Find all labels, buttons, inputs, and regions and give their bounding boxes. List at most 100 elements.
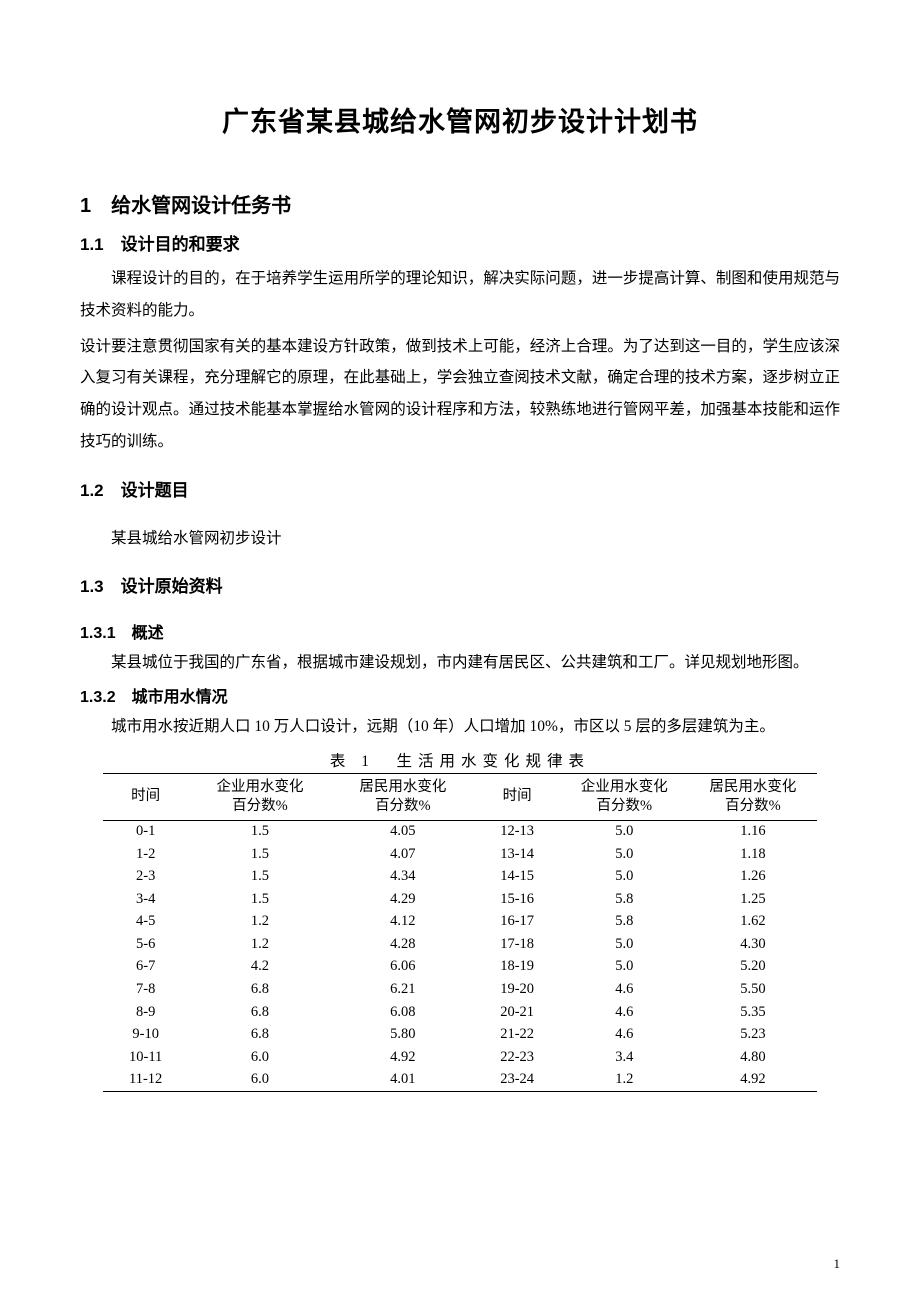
table-cell: 1.5: [189, 820, 332, 843]
heading-1: 1 给水管网设计任务书: [80, 189, 840, 218]
table-cell: 4.34: [331, 866, 474, 889]
para-1-3-1-a: 某县城位于我国的广东省，根据城市建设规划，市内建有居民区、公共建筑和工厂。详见规…: [80, 647, 840, 679]
document-title: 广东省某县城给水管网初步设计计划书: [80, 100, 840, 139]
table-cell: 5.80: [331, 1024, 474, 1047]
para-1-2-a: 某县城给水管网初步设计: [80, 523, 840, 555]
heading-1-3-text: 设计原始资料: [121, 577, 223, 596]
table1-col-2: 居民用水变化百分数%: [331, 773, 474, 820]
table1-head: 时间企业用水变化百分数%居民用水变化百分数%时间企业用水变化百分数%居民用水变化…: [103, 773, 817, 820]
heading-1-1: 1.1 设计目的和要求: [80, 230, 840, 255]
table-cell: 9-10: [103, 1024, 189, 1047]
table1-caption: 表 1 生活用水变化规律表: [80, 749, 840, 771]
table-cell: 12-13: [474, 820, 560, 843]
table-cell: 4.01: [331, 1069, 474, 1092]
table-cell: 4.28: [331, 933, 474, 956]
table-cell: 4.6: [560, 979, 689, 1002]
table-cell: 1-2: [103, 843, 189, 866]
table-cell: 1.5: [189, 888, 332, 911]
table-cell: 4.6: [560, 1024, 689, 1047]
table1-col-3: 时间: [474, 773, 560, 820]
table-cell: 4.12: [331, 911, 474, 934]
table-cell: 5.35: [689, 1001, 818, 1024]
table-row: 0-11.54.0512-135.01.16: [103, 820, 817, 843]
heading-1-3-1-text: 概述: [132, 625, 164, 642]
table-cell: 14-15: [474, 866, 560, 889]
table-cell: 1.2: [560, 1069, 689, 1092]
table-cell: 16-17: [474, 911, 560, 934]
table-row: 9-106.85.8021-224.65.23: [103, 1024, 817, 1047]
table-cell: 15-16: [474, 888, 560, 911]
document-page: 广东省某县城给水管网初步设计计划书 1 给水管网设计任务书 1.1 设计目的和要…: [0, 0, 920, 1302]
table1-body: 0-11.54.0512-135.01.161-21.54.0713-145.0…: [103, 820, 817, 1092]
table-cell: 4.92: [689, 1069, 818, 1092]
table-row: 3-41.54.2915-165.81.25: [103, 888, 817, 911]
table-cell: 22-23: [474, 1046, 560, 1069]
table-cell: 4.2: [189, 956, 332, 979]
table1-col-1: 企业用水变化百分数%: [189, 773, 332, 820]
table-cell: 19-20: [474, 979, 560, 1002]
para-1-3-2-a: 城市用水按近期人口 10 万人口设计，远期（10 年）人口增加 10%，市区以 …: [80, 711, 840, 743]
table-row: 4-51.24.1216-175.81.62: [103, 911, 817, 934]
table-cell: 1.26: [689, 866, 818, 889]
table-cell: 5.0: [560, 956, 689, 979]
table-cell: 6.8: [189, 1024, 332, 1047]
table-cell: 5-6: [103, 933, 189, 956]
table-row: 10-116.04.9222-233.44.80: [103, 1046, 817, 1069]
table-row: 8-96.86.0820-214.65.35: [103, 1001, 817, 1024]
table-cell: 4-5: [103, 911, 189, 934]
table-cell: 3.4: [560, 1046, 689, 1069]
table-cell: 5.8: [560, 911, 689, 934]
heading-1-3-2-num: 1.3.2: [80, 689, 116, 706]
table-cell: 8-9: [103, 1001, 189, 1024]
table-cell: 1.2: [189, 933, 332, 956]
table-cell: 6.8: [189, 979, 332, 1002]
table-cell: 1.18: [689, 843, 818, 866]
table-cell: 4.6: [560, 1001, 689, 1024]
table-cell: 20-21: [474, 1001, 560, 1024]
heading-1-3: 1.3 设计原始资料: [80, 572, 840, 597]
table-cell: 0-1: [103, 820, 189, 843]
heading-1-3-1: 1.3.1 概述: [80, 619, 840, 643]
table-cell: 5.23: [689, 1024, 818, 1047]
table-cell: 4.29: [331, 888, 474, 911]
table-row: 6-74.26.0618-195.05.20: [103, 956, 817, 979]
table-cell: 4.80: [689, 1046, 818, 1069]
heading-1-1-num: 1.1: [80, 235, 104, 254]
table-cell: 5.0: [560, 820, 689, 843]
para-1-1-a: 课程设计的目的，在于培养学生运用所学的理论知识，解决实际问题，进一步提高计算、制…: [80, 263, 840, 327]
table-cell: 18-19: [474, 956, 560, 979]
table-cell: 5.0: [560, 843, 689, 866]
table-cell: 1.5: [189, 866, 332, 889]
heading-1-2: 1.2 设计题目: [80, 476, 840, 501]
table-cell: 1.62: [689, 911, 818, 934]
table-cell: 6.0: [189, 1046, 332, 1069]
table-cell: 1.25: [689, 888, 818, 911]
heading-1-3-2-text: 城市用水情况: [132, 689, 228, 706]
heading-1-2-num: 1.2: [80, 481, 104, 500]
table-cell: 13-14: [474, 843, 560, 866]
heading-1-2-text: 设计题目: [121, 481, 189, 500]
table-cell: 1.2: [189, 911, 332, 934]
heading-1-3-num: 1.3: [80, 577, 104, 596]
table-cell: 2-3: [103, 866, 189, 889]
table-cell: 4.05: [331, 820, 474, 843]
table1: 时间企业用水变化百分数%居民用水变化百分数%时间企业用水变化百分数%居民用水变化…: [103, 773, 817, 1092]
table-cell: 1.16: [689, 820, 818, 843]
table1-col-0: 时间: [103, 773, 189, 820]
table-row: 7-86.86.2119-204.65.50: [103, 979, 817, 1002]
table1-col-4: 企业用水变化百分数%: [560, 773, 689, 820]
table-cell: 4.30: [689, 933, 818, 956]
table-cell: 5.0: [560, 866, 689, 889]
table-row: 1-21.54.0713-145.01.18: [103, 843, 817, 866]
table-cell: 7-8: [103, 979, 189, 1002]
table-cell: 6.21: [331, 979, 474, 1002]
para-1-1-b: 设计要注意贯彻国家有关的基本建设方针政策，做到技术上可能，经济上合理。为了达到这…: [80, 331, 840, 458]
table-cell: 21-22: [474, 1024, 560, 1047]
table-cell: 3-4: [103, 888, 189, 911]
table-row: 11-126.04.0123-241.24.92: [103, 1069, 817, 1092]
heading-1-3-2: 1.3.2 城市用水情况: [80, 683, 840, 707]
table-cell: 23-24: [474, 1069, 560, 1092]
heading-1-text: 给水管网设计任务书: [111, 195, 291, 217]
table-cell: 5.0: [560, 933, 689, 956]
heading-1-num: 1: [80, 195, 91, 217]
